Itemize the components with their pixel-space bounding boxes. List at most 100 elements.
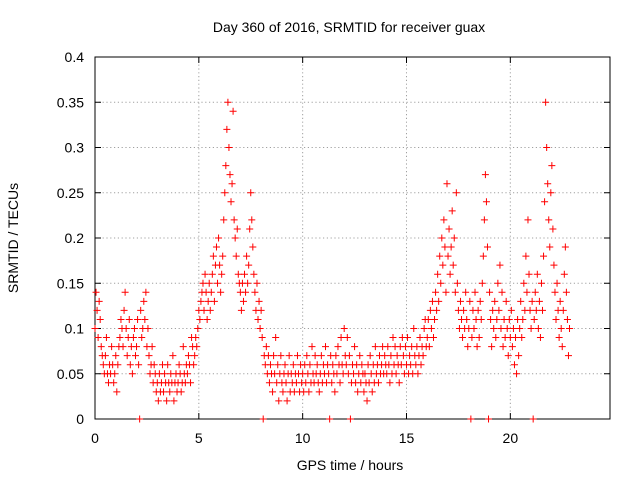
data-point-marker: [440, 216, 448, 224]
data-point-marker: [515, 352, 523, 360]
data-point-marker: [308, 343, 316, 351]
data-point-marker: [419, 352, 427, 360]
data-point-marker: [559, 306, 567, 314]
data-point-marker: [315, 388, 323, 396]
data-point-marker: [102, 334, 110, 342]
data-point-marker: [513, 370, 521, 378]
data-point-marker: [248, 216, 256, 224]
data-point-marker: [272, 334, 280, 342]
data-point-marker: [557, 325, 565, 332]
data-point-marker: [345, 352, 353, 360]
data-point-marker: [399, 352, 407, 360]
data-point-marker: [434, 270, 442, 278]
data-point-marker: [534, 325, 542, 332]
data-point-marker: [225, 144, 233, 151]
data-point-marker: [93, 306, 101, 314]
data-point-marker: [417, 361, 425, 369]
data-point-marker: [169, 352, 177, 360]
data-point-marker: [537, 279, 545, 287]
data-point-marker: [389, 334, 397, 342]
data-point-marker: [522, 252, 530, 260]
data-point-marker: [210, 297, 218, 305]
data-point-marker: [133, 343, 141, 351]
data-point-marker: [116, 334, 124, 342]
data-point-marker: [281, 361, 289, 369]
data-point-marker: [520, 279, 528, 287]
data-point-marker: [277, 352, 285, 360]
data-point-marker: [466, 297, 474, 305]
data-point-marker: [197, 297, 205, 305]
x-axis-label: GPS time / hours: [297, 457, 404, 473]
data-point-marker: [184, 352, 192, 360]
data-point-marker: [425, 343, 433, 351]
data-point-marker: [121, 288, 129, 296]
data-point-marker: [110, 379, 118, 387]
data-point-marker: [203, 315, 211, 323]
data-point-marker: [536, 334, 544, 342]
data-point-marker: [474, 306, 482, 314]
data-point-marker: [282, 379, 290, 387]
data-point-marker: [254, 315, 262, 323]
data-point-marker: [113, 388, 121, 396]
y-tick-label: 0.1: [65, 321, 85, 337]
data-point-marker: [340, 325, 348, 332]
data-point-marker: [470, 325, 478, 332]
data-point-marker: [381, 352, 389, 360]
data-point-marker: [548, 162, 556, 170]
data-point-marker: [337, 334, 345, 342]
data-point-marker: [194, 325, 202, 332]
data-point-marker: [459, 334, 467, 342]
data-point-marker: [251, 288, 259, 296]
data-point-marker: [94, 334, 102, 342]
data-point-marker: [410, 325, 418, 332]
data-point-marker: [545, 216, 553, 224]
data-point-marker: [313, 361, 321, 369]
data-point-marker: [453, 279, 461, 287]
data-point-marker: [242, 288, 250, 296]
data-point-marker: [179, 343, 187, 351]
data-point-marker: [431, 315, 439, 323]
data-point-marker: [246, 225, 254, 233]
data-point-marker: [354, 388, 362, 396]
data-point-marker: [351, 343, 359, 351]
data-point-marker: [262, 343, 270, 351]
data-point-marker: [512, 334, 520, 342]
data-point-marker: [527, 325, 535, 332]
data-point-marker: [386, 379, 394, 387]
data-point-marker: [130, 325, 138, 332]
data-point-marker: [446, 270, 454, 278]
data-point-marker: [371, 343, 379, 351]
data-point-marker: [502, 297, 510, 305]
data-point-marker: [507, 306, 515, 314]
data-point-marker: [164, 361, 172, 369]
y-tick-labels: 0 0.05 0.1 0.15 0.2 0.25 0.3 0.35 0.4: [57, 49, 84, 427]
data-point-marker: [551, 288, 559, 296]
data-point-marker: [96, 315, 104, 323]
data-point-marker: [245, 261, 253, 269]
data-point-marker: [463, 315, 471, 323]
data-point-marker: [491, 297, 499, 305]
data-point-marker: [196, 315, 204, 323]
data-point-marker: [498, 288, 506, 296]
data-point-marker: [311, 352, 319, 360]
data-point-marker: [303, 352, 311, 360]
data-point-marker: [234, 270, 242, 278]
data-point-marker: [535, 297, 543, 305]
axis-ticks: [94, 56, 610, 420]
data-point-marker: [533, 270, 541, 278]
data-point-marker: [475, 334, 483, 342]
data-point-marker: [117, 315, 125, 323]
data-point-marker: [199, 279, 207, 287]
data-point-marker: [220, 216, 228, 224]
data-point-marker: [384, 343, 392, 351]
data-point-marker: [108, 343, 116, 351]
data-point-marker: [322, 343, 330, 351]
data-point-marker: [542, 98, 550, 106]
data-point-marker: [249, 243, 257, 251]
data-point-marker: [562, 288, 570, 296]
x-tick-label: 10: [295, 430, 311, 446]
data-point-marker: [259, 415, 267, 423]
data-point-marker: [366, 352, 374, 360]
data-point-marker: [346, 415, 354, 423]
data-point-marker: [334, 343, 342, 351]
